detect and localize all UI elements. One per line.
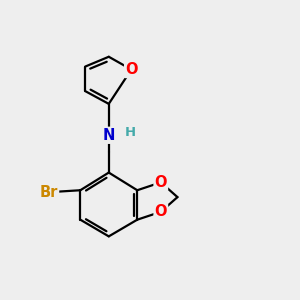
Text: H: H	[125, 126, 136, 139]
Text: O: O	[125, 62, 138, 77]
Text: O: O	[154, 204, 167, 219]
Text: O: O	[154, 175, 167, 190]
Text: Br: Br	[40, 185, 58, 200]
Text: N: N	[103, 128, 115, 143]
